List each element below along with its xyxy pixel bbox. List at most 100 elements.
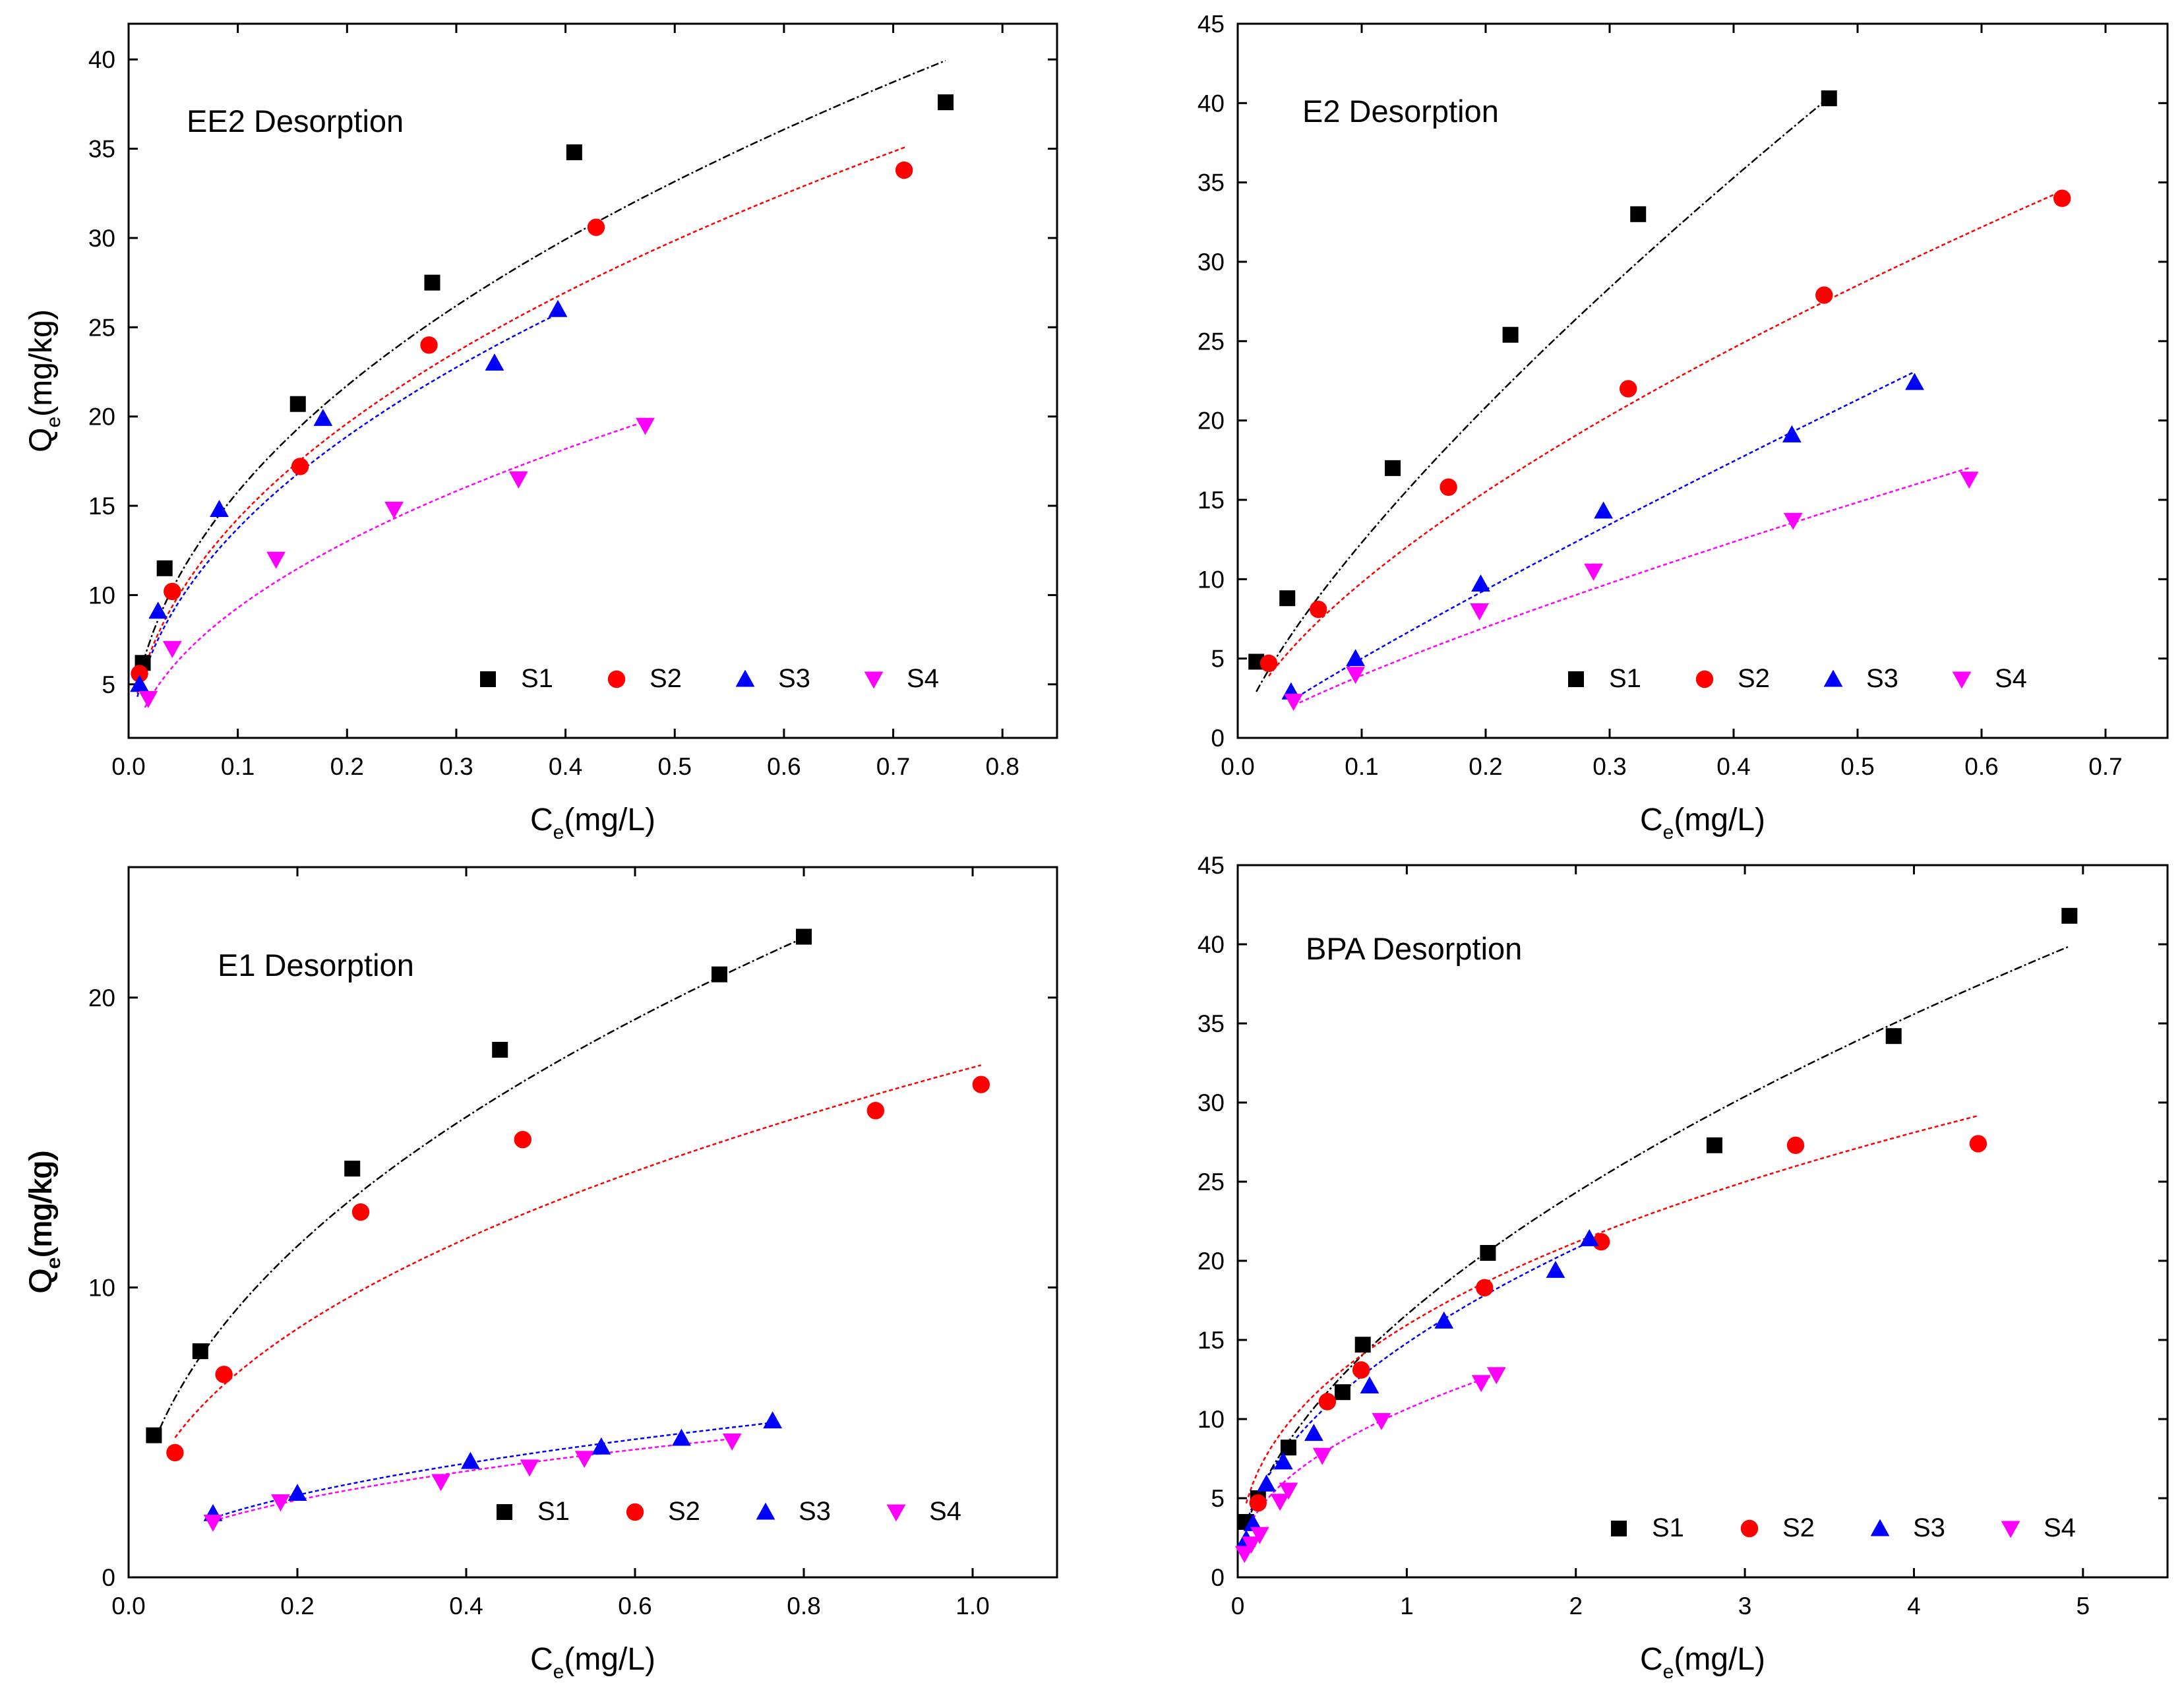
data-point-s4 [1584, 563, 1603, 581]
data-point-s3 [1304, 1424, 1323, 1441]
y-tick-label: 25 [1198, 328, 1225, 355]
data-point-s4 [1284, 694, 1303, 712]
y-tick-label: 30 [1198, 1089, 1225, 1116]
x-axis-label: Ce(mg/L) [530, 803, 655, 843]
legend-marker-s4 [2001, 1521, 2020, 1538]
data-point-s2 [1620, 380, 1637, 398]
panel-ee2-desorption: 0.0 0.1 0.2 0.3 0.4 0.5 0.6 0.7 0.8 5 10 15 20 25 30 35… [24, 22, 1058, 843]
data-point-s3 [1782, 425, 1802, 442]
fit-line-s1 [1245, 945, 2070, 1527]
legend-label-s1: S1 [537, 1497, 570, 1526]
data-point-s4 [1372, 1412, 1391, 1430]
x-tick-label: 0.3 [1592, 753, 1626, 780]
y-tick-label: 25 [88, 314, 115, 341]
data-point-s4 [1250, 1527, 1269, 1544]
data-point-s1 [938, 94, 954, 111]
data-point-s2 [1786, 1136, 1805, 1155]
data-point-s2 [1310, 600, 1327, 619]
data-point-s1 [796, 928, 812, 945]
data-point-s4 [1486, 1367, 1506, 1385]
legend-marker-s3 [1823, 669, 1843, 687]
y-tick-label: 15 [1198, 487, 1225, 514]
fit-line-s4 [1293, 467, 1970, 707]
x-tick-label: 1.0 [956, 1592, 989, 1620]
data-point-s3 [485, 353, 504, 371]
data-point-s1 [1280, 1440, 1296, 1456]
x-tick-label: 0.4 [549, 753, 582, 780]
y-tick-label: 10 [88, 582, 115, 609]
y-tick-label: 15 [1198, 1327, 1225, 1354]
data-point-s4 [266, 551, 286, 569]
data-point-s3 [1579, 1229, 1599, 1246]
x-tick-label: 2 [1569, 1592, 1583, 1620]
chart-title: EE2 Desorption [187, 104, 404, 138]
data-point-s3 [313, 408, 333, 426]
y-tick-label: 10 [88, 1274, 115, 1301]
x-tick-label: 1 [1400, 1592, 1414, 1620]
data-point-s3 [1905, 373, 1924, 390]
data-point-s3 [1434, 1311, 1454, 1329]
legend-label-s4: S4 [1995, 664, 2027, 693]
data-point-s4 [271, 1494, 290, 1512]
y-tick-label: 0 [102, 1564, 115, 1591]
y-tick-label: 20 [88, 404, 115, 431]
x-tick-label: 0.5 [658, 753, 692, 780]
data-point-s1 [1354, 1337, 1371, 1353]
y-tick-label: 40 [88, 46, 115, 73]
y-tick-label: 25 [1198, 1168, 1225, 1196]
y-tick-label: 35 [88, 136, 115, 163]
x-tick-label: 0.6 [767, 753, 801, 780]
y-tick-label: 45 [1198, 852, 1225, 879]
fit-line-s2 [1245, 1114, 1979, 1504]
x-tick-label: 0.2 [280, 1592, 314, 1620]
y-tick-label: 35 [1198, 1010, 1225, 1037]
chart-title: E1 Desorption [218, 948, 414, 983]
y-tick-label: 0 [1211, 1564, 1225, 1591]
y-tick-label: 10 [1198, 566, 1225, 593]
data-point-s2 [1249, 1494, 1267, 1512]
y-tick-label: 35 [1198, 169, 1225, 197]
x-tick-label: 0 [1231, 1592, 1245, 1620]
x-tick-label: 0.0 [111, 753, 145, 780]
fit-line-s3 [1244, 1241, 1590, 1529]
data-point-s4 [1783, 512, 1803, 530]
data-point-s4 [203, 1514, 223, 1532]
data-point-s2 [1259, 654, 1278, 673]
data-point-s1 [1279, 590, 1296, 607]
data-point-s1 [712, 966, 727, 983]
data-point-s4 [1312, 1447, 1332, 1465]
data-point-s1 [289, 396, 306, 412]
data-point-s3 [1594, 501, 1613, 519]
data-point-s4 [1234, 1546, 1254, 1563]
data-point-s4 [1471, 1375, 1491, 1393]
x-tick-label: 0.2 [330, 753, 364, 780]
data-point-s4 [431, 1474, 450, 1492]
y-tick-label: 20 [88, 985, 115, 1012]
legend-label-s4: S4 [929, 1497, 961, 1526]
legend-marker-s1 [480, 671, 496, 687]
fit-line-s3 [212, 1422, 773, 1519]
data-point-s2 [866, 1102, 885, 1120]
data-point-s2 [1476, 1279, 1494, 1297]
data-point-s1 [146, 1427, 162, 1443]
legend-label-s2: S2 [1738, 664, 1770, 693]
fit-line-s1 [138, 59, 946, 677]
y-tick-label: 5 [1211, 1485, 1225, 1512]
data-point-s1 [156, 560, 173, 576]
data-point-s4 [1470, 603, 1489, 621]
x-axis-label: Ce(mg/L) [530, 1642, 655, 1683]
data-point-s1 [1502, 326, 1519, 343]
y-tick-label: 40 [1198, 931, 1225, 958]
x-tick-label: 0.5 [1840, 753, 1874, 780]
data-point-s1 [566, 144, 582, 160]
y-axis-label: Qe(mg/kg) [24, 309, 65, 452]
legend-marker-s3 [735, 669, 755, 687]
data-point-s4 [138, 690, 158, 708]
data-point-s3 [548, 299, 568, 317]
data-point-s3 [130, 675, 149, 692]
data-point-s1 [1821, 90, 1837, 107]
data-point-s4 [384, 501, 404, 519]
data-point-s2 [420, 336, 438, 354]
data-point-s3 [288, 1484, 307, 1501]
